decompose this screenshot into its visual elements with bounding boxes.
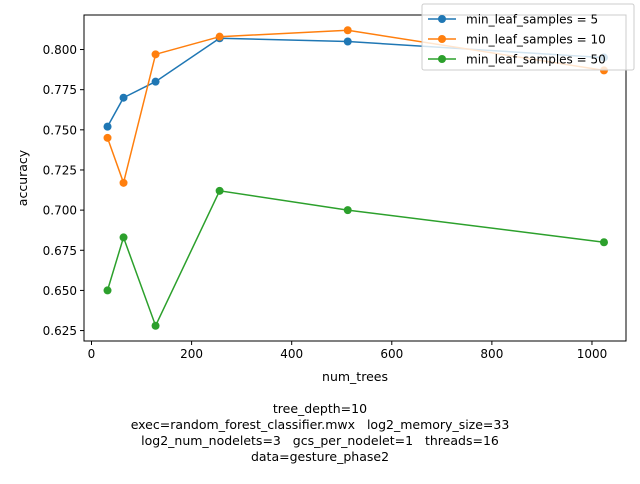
caption-line-data: data=gesture_phase2 (250, 449, 390, 464)
legend-label: min_leaf_samples = 10 (466, 33, 606, 47)
series-line (106, 29, 605, 186)
legend-box (421, 3, 635, 71)
legend-label: min_leaf_samples = 50 (466, 53, 606, 67)
data-point (103, 286, 112, 295)
x-axis-ticks: 0 200 400 600 800 1000 (88, 341, 608, 361)
y-tick-label: 0.650 (43, 284, 77, 298)
legend-item: min_leaf_samples = 5 (428, 13, 598, 27)
data-point (215, 186, 224, 195)
x-tick-label: 1000 (577, 347, 608, 361)
y-tick-label: 0.775 (43, 83, 77, 97)
legend-marker (438, 55, 446, 63)
data-point (599, 238, 608, 247)
data-point (343, 26, 352, 35)
legend-label: min_leaf_samples = 5 (466, 13, 598, 27)
data-point (151, 321, 160, 330)
x-axis-label: num_trees (322, 369, 388, 384)
data-point (215, 32, 224, 41)
data-point (151, 77, 160, 86)
y-tick-label: 0.625 (43, 324, 77, 338)
data-point (103, 133, 112, 142)
x-tick-label: 0 (88, 347, 96, 361)
y-tick-label: 0.725 (43, 163, 77, 177)
legend-item: min_leaf_samples = 10 (428, 33, 606, 47)
series-line (106, 37, 605, 127)
plot-frame (83, 14, 627, 342)
series-line (106, 189, 605, 328)
y-tick-label: 0.675 (43, 244, 77, 258)
series-3 (103, 186, 608, 330)
caption-line-nodelets: log2_num_nodelets=3 gcs_per_nodelet=1 th… (141, 433, 499, 448)
y-tick-label: 0.800 (43, 43, 77, 57)
x-tick-label: 400 (280, 347, 303, 361)
data-point (119, 233, 128, 242)
data-point (103, 122, 112, 131)
y-tick-label: 0.700 (43, 204, 77, 218)
x-tick-label: 600 (380, 347, 403, 361)
legend: min_leaf_samples = 5 min_leaf_samples = 1… (421, 3, 635, 71)
caption-line-tree-depth: tree_depth=10 (272, 401, 368, 416)
x-tick-label: 200 (180, 347, 203, 361)
caption-line-exec: exec=random_forest_classifier.mwx log2_m… (130, 417, 510, 432)
data-point (119, 178, 128, 187)
series-layer (103, 26, 608, 330)
run-parameters-caption: tree_depth=10 exec=random_forest_classif… (0, 401, 640, 465)
legend-marker (438, 35, 446, 43)
data-point (151, 50, 160, 59)
x-tick-label: 800 (480, 347, 503, 361)
legend-item: min_leaf_samples = 50 (428, 53, 606, 67)
legend-marker (438, 15, 446, 23)
data-point (119, 93, 128, 102)
y-axis-label: accuracy (15, 149, 30, 206)
y-tick-label: 0.750 (43, 123, 77, 137)
data-point (343, 37, 352, 46)
data-point (343, 206, 352, 215)
y-axis-ticks: 0.625 0.650 0.675 0.700 0.725 0.750 0.775 0.800 (43, 43, 84, 338)
series-2 (103, 26, 608, 187)
